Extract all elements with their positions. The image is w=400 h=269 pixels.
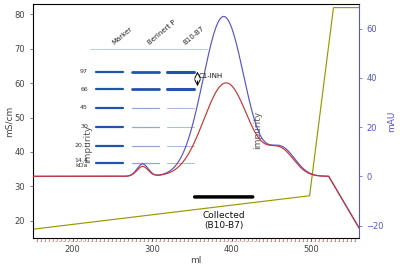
Text: 30: 30 (80, 124, 88, 129)
Text: C1-INH: C1-INH (199, 73, 223, 79)
Text: 66: 66 (80, 87, 88, 91)
Text: 97: 97 (80, 69, 88, 74)
Text: Berinert P: Berinert P (147, 19, 177, 46)
Text: Marker: Marker (112, 26, 134, 46)
Text: impurity: impurity (253, 111, 262, 150)
X-axis label: ml: ml (190, 256, 202, 265)
Text: B10-B7: B10-B7 (182, 26, 205, 46)
Text: 14.4
kDa: 14.4 kDa (74, 158, 88, 168)
Text: Collected
(B10-B7): Collected (B10-B7) (202, 211, 245, 230)
Y-axis label: mAU: mAU (387, 110, 396, 132)
Text: 20.1: 20.1 (74, 143, 88, 148)
Y-axis label: mS/cm: mS/cm (4, 105, 13, 137)
Text: impurity: impurity (83, 125, 92, 164)
Text: 45: 45 (80, 105, 88, 110)
